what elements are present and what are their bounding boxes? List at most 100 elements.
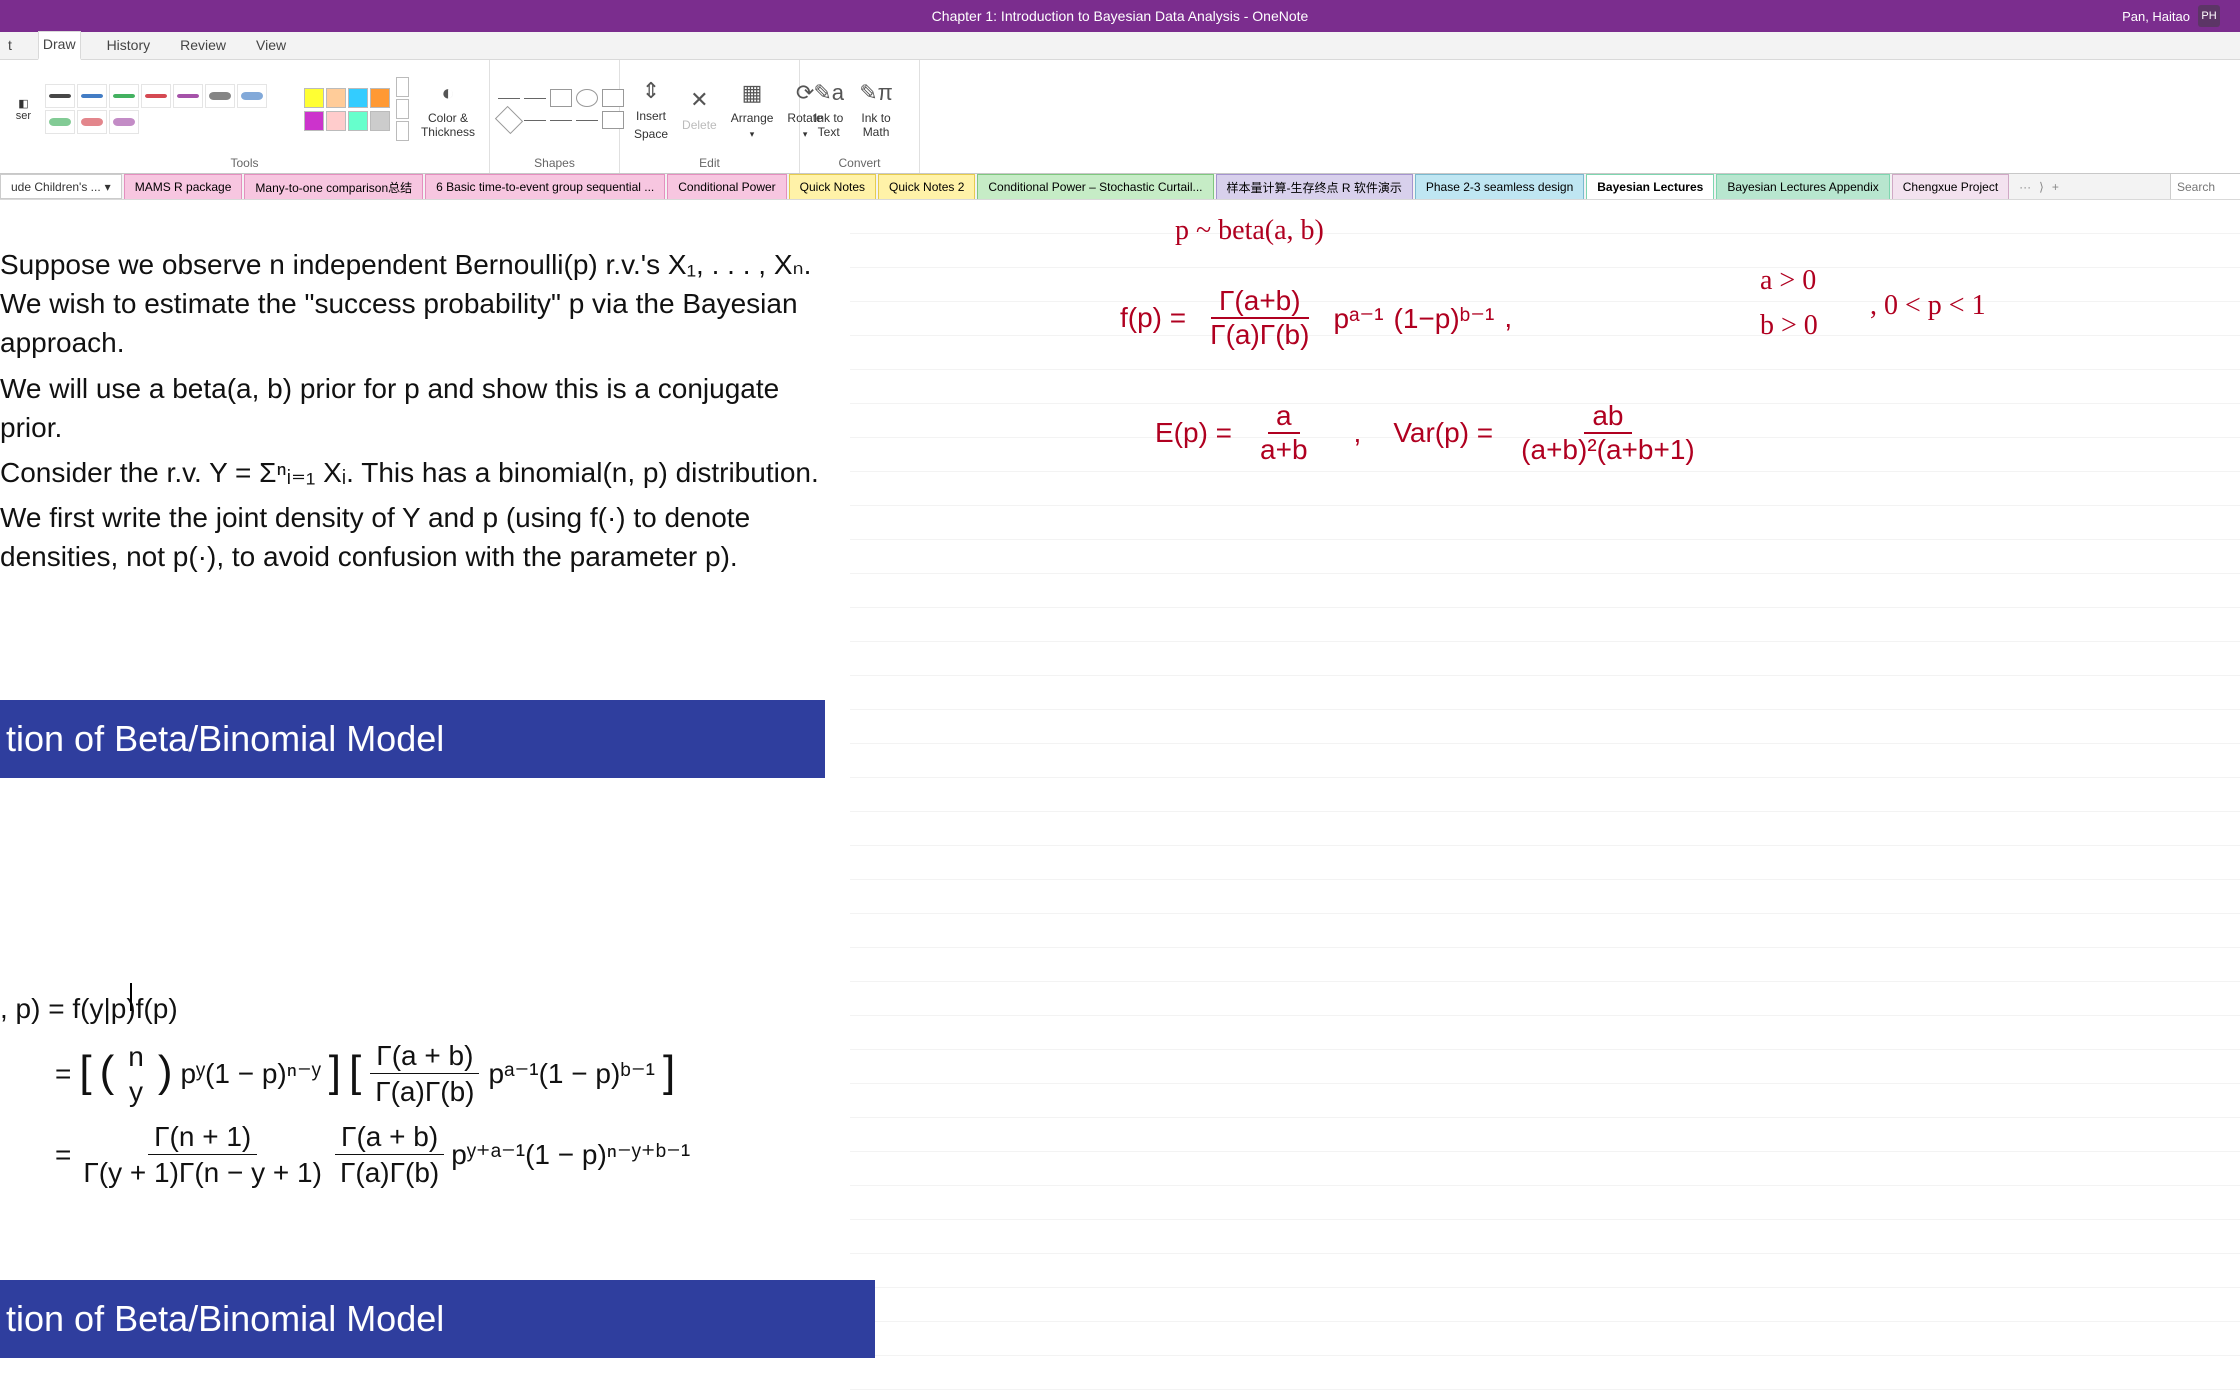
- pen-swatch[interactable]: [237, 84, 267, 108]
- ribbon-tab-draw[interactable]: Draw: [38, 31, 81, 60]
- ink-annotation: f(p) = Γ(a+b) Γ(a)Γ(b) pᵃ⁻¹ (1−p)ᵇ⁻¹ ,: [1120, 285, 1512, 351]
- ink-to-text-button[interactable]: ✎a Ink to Text: [808, 75, 849, 143]
- tab-overflow-icon[interactable]: ···: [2019, 180, 2031, 194]
- term: pʸ⁺ᵃ⁻¹(1 − p)ⁿ⁻ʸ⁺ᵇ⁻¹: [451, 1137, 690, 1172]
- shape-diamond[interactable]: [495, 106, 523, 134]
- color-thickness-button[interactable]: ◐ Color & Thickness: [415, 75, 481, 143]
- highlighter-swatch[interactable]: [326, 88, 346, 108]
- shape-line[interactable]: [498, 89, 520, 107]
- highlighter-swatch[interactable]: [370, 111, 390, 131]
- gallery-more-icon[interactable]: [396, 121, 409, 141]
- notebook-picker[interactable]: ude Children's ... ▾: [0, 174, 122, 199]
- insert-space-button[interactable]: ⇕ Insert Space: [628, 73, 674, 145]
- add-section-button[interactable]: +: [2052, 180, 2059, 194]
- ink-annotation: E(p) = a a+b , Var(p) = ab (a+b)²(a+b+1): [1155, 400, 1709, 466]
- user-area[interactable]: Pan, Haitao PH: [2122, 5, 2220, 27]
- pen-swatch[interactable]: [109, 110, 139, 134]
- shape-arrow[interactable]: [524, 89, 546, 107]
- highlighter-swatch[interactable]: [304, 88, 324, 108]
- pen-swatch[interactable]: [45, 84, 75, 108]
- section-tab[interactable]: 样本量计算-生存终点 R 软件演示: [1216, 174, 1413, 199]
- window-title: Chapter 1: Introduction to Bayesian Data…: [932, 8, 1309, 24]
- gallery-scroll-down[interactable]: [396, 99, 409, 119]
- section-tab[interactable]: Conditional Power – Stochastic Curtail..…: [977, 174, 1213, 199]
- section-title: tion of Beta/Binomial Model: [6, 718, 444, 760]
- section-tab-bar: ude Children's ... ▾ MAMS R packageMany-…: [0, 174, 2240, 200]
- paragraph: Suppose we observe n independent Bernoul…: [0, 245, 820, 363]
- formula-line: , p) = f(y|p)f(p): [0, 991, 690, 1026]
- group-label-edit: Edit: [628, 156, 791, 173]
- gallery-scroll-up[interactable]: [396, 77, 409, 97]
- shape-xy3[interactable]: [576, 111, 598, 129]
- ink-text: E(p) =: [1155, 417, 1232, 449]
- highlighter-swatch[interactable]: [326, 111, 346, 131]
- pen-swatch[interactable]: [45, 110, 75, 134]
- shape-rect[interactable]: [550, 89, 572, 107]
- group-label-convert: Convert: [808, 156, 911, 173]
- search-input[interactable]: Search: [2170, 174, 2240, 199]
- section-tab[interactable]: MAMS R package: [124, 174, 243, 199]
- color-thickness-label: Color & Thickness: [421, 111, 475, 139]
- ink-text: Γ(a+b): [1211, 285, 1309, 319]
- paragraph: We first write the joint density of Y an…: [0, 498, 820, 576]
- group-label-tools: Tools: [8, 156, 481, 173]
- binom-y: y: [123, 1074, 149, 1109]
- document-text: Suppose we observe n independent Bernoul…: [0, 245, 820, 583]
- section-tab[interactable]: Bayesian Lectures: [1586, 174, 1714, 199]
- tab-scroll-icon[interactable]: ⟩: [2039, 180, 2044, 194]
- gamma-y1-ny1: Γ(y + 1)Γ(n − y + 1): [77, 1155, 328, 1190]
- shape-xy[interactable]: [524, 111, 546, 129]
- pen-swatch[interactable]: [77, 110, 107, 134]
- chevron-down-icon: ▾: [105, 180, 111, 194]
- insert-label: Insert: [636, 109, 666, 123]
- eraser-button[interactable]: ◧ ser: [8, 73, 39, 145]
- section-tab[interactable]: Bayesian Lectures Appendix: [1716, 174, 1889, 199]
- shapes-gallery[interactable]: [498, 89, 624, 129]
- highlighter-swatch[interactable]: [348, 111, 368, 131]
- section-tab[interactable]: Conditional Power: [667, 174, 786, 199]
- section-tab[interactable]: Phase 2-3 seamless design: [1415, 174, 1584, 199]
- ink-to-math-button[interactable]: ✎π Ink to Math: [855, 75, 896, 143]
- paragraph: We will use a beta(a, b) prior for p and…: [0, 369, 820, 447]
- insert-space-icon: ⇕: [637, 77, 665, 105]
- delete-label: Delete: [682, 118, 717, 132]
- arrange-label: Arrange: [731, 111, 774, 125]
- ribbon: ◧ ser ◐ Color & Thickness Tools: [0, 60, 2240, 174]
- pen-swatch[interactable]: [109, 84, 139, 108]
- highlighter-swatch[interactable]: [304, 111, 324, 131]
- pen-gallery[interactable]: [45, 84, 299, 134]
- section-tab[interactable]: Many-to-one comparison总结: [244, 174, 423, 199]
- ribbon-tab-review[interactable]: Review: [176, 33, 230, 59]
- term: pᵃ⁻¹(1 − p)ᵇ⁻¹: [488, 1056, 654, 1091]
- ribbon-tab-history[interactable]: History: [103, 33, 155, 59]
- text-cursor: [130, 983, 132, 1011]
- paragraph: Consider the r.v. Y = Σⁿᵢ₌₁ Xᵢ. This has…: [0, 453, 820, 492]
- gamma-ab: Γ(a + b): [335, 1119, 444, 1155]
- arrange-button[interactable]: ▦ Arrange ▾: [725, 75, 780, 144]
- ruled-background: [850, 200, 2240, 1400]
- shape-ellipse[interactable]: [576, 89, 598, 107]
- group-label-shapes: Shapes: [498, 156, 611, 173]
- highlighter-swatch[interactable]: [348, 88, 368, 108]
- pen-swatch[interactable]: [141, 84, 171, 108]
- notebook-picker-label: ude Children's ...: [11, 180, 101, 194]
- page-canvas[interactable]: Suppose we observe n independent Bernoul…: [0, 200, 2240, 1400]
- ink-text: (a+b)²(a+b+1): [1513, 434, 1703, 466]
- section-tab[interactable]: 6 Basic time-to-event group sequential .…: [425, 174, 665, 199]
- equals: =: [55, 1137, 71, 1172]
- pen-swatch[interactable]: [77, 84, 107, 108]
- ribbon-tab-view[interactable]: View: [252, 33, 290, 59]
- highlighter-palette[interactable]: [304, 88, 390, 131]
- section-tab[interactable]: Quick Notes 2: [878, 174, 975, 199]
- section-heading: tion of Beta/Binomial Model: [0, 1280, 875, 1358]
- highlighter-swatch[interactable]: [370, 88, 390, 108]
- bracket-icon: [: [349, 1044, 361, 1099]
- pen-swatch[interactable]: [205, 84, 235, 108]
- pen-swatch[interactable]: [173, 84, 203, 108]
- user-avatar: PH: [2198, 5, 2220, 27]
- arrange-icon: ▦: [738, 79, 766, 107]
- ribbon-tab-t[interactable]: t: [4, 33, 16, 59]
- section-tab[interactable]: Quick Notes: [789, 174, 876, 199]
- section-tab[interactable]: Chengxue Project: [1892, 174, 2009, 199]
- shape-xy2[interactable]: [550, 111, 572, 129]
